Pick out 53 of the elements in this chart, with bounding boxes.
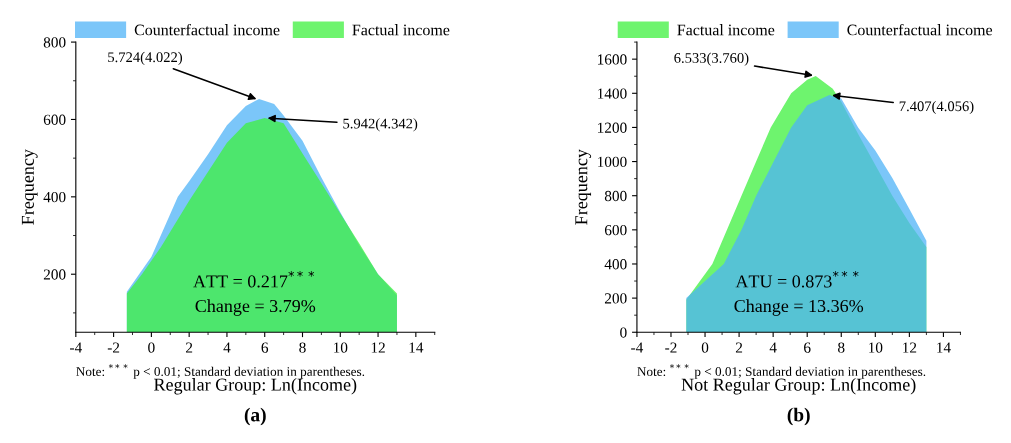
annotation: Change = 3.79% <box>195 299 316 316</box>
x-tick-label: 0 <box>148 342 155 353</box>
annotation: ATT = 0.217$^{***}$ <box>193 271 315 288</box>
x-tick-label: -2 <box>107 342 120 353</box>
x-tick-label: 12 <box>371 342 385 353</box>
legend-label: Factual income <box>677 24 775 36</box>
y-tick-label: 200 <box>43 269 66 280</box>
annotation: 6.533(3.760) <box>674 52 749 66</box>
x-tick-label: 12 <box>903 342 917 353</box>
y-tick-label: 400 <box>43 191 66 203</box>
x-tick-label: 6 <box>261 342 269 353</box>
text: Note: $^{***}$ p < 0.01; Standard deviation in parentheses. <box>76 363 365 379</box>
x-tick-label: 2 <box>186 342 193 353</box>
y-tick-label: 1200 <box>598 122 627 133</box>
x-tick-label: 0 <box>701 342 709 353</box>
x-tick-label: 10 <box>333 342 348 353</box>
x-tick-label: 4 <box>223 342 231 353</box>
annotation: ATU = 0.873$^{***}$ <box>735 271 859 288</box>
x-tick-label: 8 <box>299 342 306 353</box>
y-axis-title: Frequency <box>21 149 38 225</box>
y-tick-label: 600 <box>43 114 66 125</box>
x-tick-label: -4 <box>70 342 82 353</box>
x-tick-label: 8 <box>838 342 845 353</box>
y-tick-label: 400 <box>604 259 627 270</box>
text: (a) <box>244 407 266 426</box>
y-tick-label: 0 <box>620 327 627 338</box>
y-tick-label: 800 <box>604 190 627 202</box>
text: (b) <box>787 407 810 426</box>
x-tick-label: 4 <box>769 342 777 353</box>
x-tick-label: -4 <box>631 342 644 353</box>
y-tick-label: 1000 <box>598 156 627 168</box>
x-tick-label: 10 <box>869 342 883 353</box>
legend-label: Counterfactual income <box>847 23 993 36</box>
annotation: Change = 13.36% <box>734 299 864 316</box>
annotation: 7.407(4.056) <box>899 100 974 115</box>
x-tick-label: 14 <box>409 342 424 353</box>
x-axis-title: Regular Group: Ln(Income) <box>154 378 357 395</box>
x-tick-label: 2 <box>735 342 743 353</box>
x-axis-title: Not Regular Group: Ln(Income) <box>681 378 916 395</box>
y-tick-label: 800 <box>43 37 66 48</box>
y-tick-label: 200 <box>604 293 627 304</box>
y-tick-label: 1400 <box>598 88 627 99</box>
y-axis-title: Frequency <box>575 149 592 225</box>
x-tick-label: 14 <box>937 342 951 353</box>
text: Note: $^{***}$ p < 0.01; Standard deviation in parentheses. <box>637 363 926 379</box>
annotation: 5.724(4.022) <box>108 51 183 66</box>
x-tick-label: -2 <box>665 342 677 353</box>
annotation: 5.942(4.342) <box>343 118 418 132</box>
legend-label: Factual income <box>352 24 450 36</box>
y-tick-label: 600 <box>604 224 627 236</box>
y-tick-label: 1600 <box>598 54 627 65</box>
x-tick-label: 6 <box>804 342 811 353</box>
legend-label: Counterfactual income <box>134 23 280 36</box>
